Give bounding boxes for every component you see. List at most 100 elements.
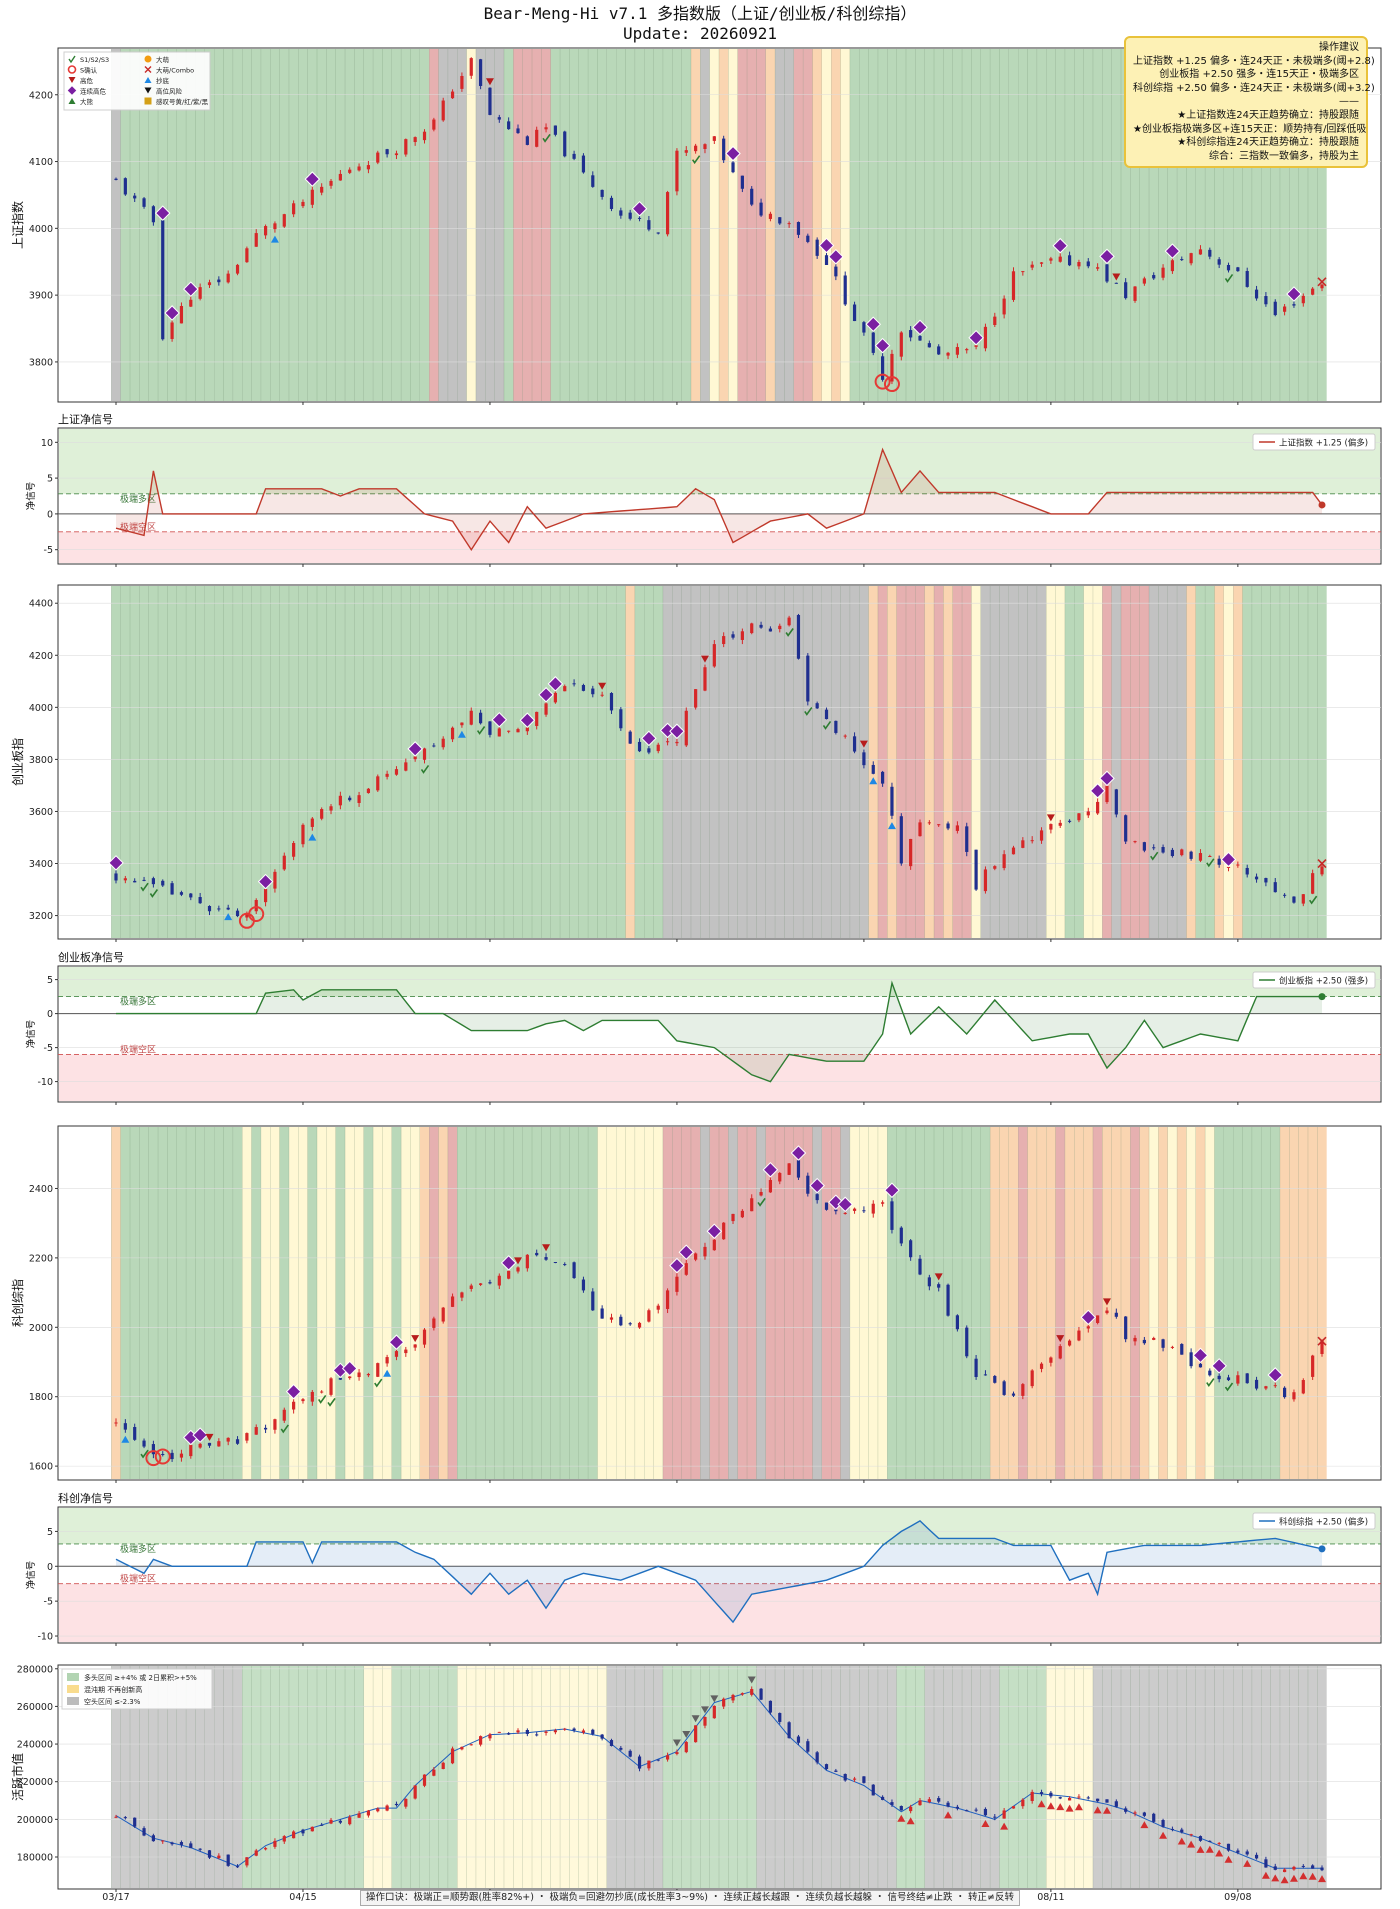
candle-body (806, 1741, 810, 1752)
candle-body (338, 173, 342, 181)
regime-band (1270, 1127, 1280, 1479)
regime-band (1083, 1666, 1093, 1888)
regime-band (784, 1127, 794, 1479)
regime-band (251, 586, 261, 938)
candle-body (834, 720, 838, 733)
candle-body (1030, 1791, 1034, 1802)
s-signal-check-marker (374, 1378, 383, 1388)
candle-body (647, 220, 651, 230)
regime-band (1205, 1666, 1215, 1888)
regime-band (719, 586, 729, 938)
candle-body (207, 906, 212, 912)
regime-band (990, 1666, 1000, 1888)
bear-warn-marker (1074, 1803, 1083, 1811)
candle-body (628, 1750, 632, 1757)
regime-band (1298, 49, 1308, 401)
bear-warn-marker (1187, 1840, 1196, 1848)
candle-body (282, 1409, 286, 1421)
bear-warn-marker (1177, 1837, 1186, 1845)
candle-body (740, 1693, 744, 1695)
candle-body (320, 1824, 324, 1826)
candle-body (170, 883, 174, 895)
regime-band (709, 1127, 719, 1479)
candle-body (235, 910, 240, 917)
regime-band (120, 49, 131, 401)
candle-body (722, 636, 726, 645)
candle-body (918, 1800, 922, 1806)
regime-band (1111, 1666, 1121, 1888)
candle-body (422, 748, 427, 760)
regime-band (578, 586, 589, 938)
candle-body (675, 1752, 679, 1755)
cont-high-diamond-marker (164, 305, 180, 321)
s-signal-check-marker (420, 764, 430, 774)
s-signal-check-marker (1206, 858, 1215, 868)
candle-body (507, 121, 511, 130)
legend-box (1252, 971, 1376, 989)
regime-band (1036, 1666, 1047, 1888)
bear-warn-marker (1000, 1822, 1009, 1830)
candle-body (983, 326, 988, 349)
candle-body (254, 1850, 258, 1856)
s-signal-check-marker (318, 1395, 327, 1404)
candle-body (133, 1427, 137, 1440)
candle-body (768, 1179, 773, 1193)
regime-band (849, 49, 860, 401)
candle-body (376, 1808, 380, 1812)
regime-band (307, 1666, 317, 1888)
regime-band (719, 1127, 729, 1479)
regime-band (466, 586, 476, 938)
bottom-marker (887, 822, 896, 830)
candle-body (712, 1239, 716, 1251)
s-signal-check-marker (140, 882, 149, 892)
regime-band (634, 1666, 645, 1888)
candle-body (637, 217, 642, 219)
candle-body (292, 842, 296, 857)
candle-body (207, 1442, 212, 1446)
regime-band (859, 49, 869, 401)
candle-body (694, 145, 698, 152)
regime-band (569, 586, 579, 938)
regime-legend-label: 空头区间 ≤-2.3% (84, 1697, 141, 1706)
regime-band (588, 1666, 598, 1888)
regime-band (1186, 1127, 1196, 1479)
candle-body (422, 1329, 427, 1345)
candle-body (497, 728, 501, 737)
regime-band (840, 1127, 850, 1479)
s-confirm-circle (874, 373, 891, 390)
regime-band (1008, 1666, 1019, 1888)
regime-band (793, 1666, 804, 1888)
regime-band (905, 1127, 916, 1479)
candle-body (572, 153, 576, 159)
regime-band (1046, 49, 1056, 401)
candle-body (366, 1374, 371, 1376)
candle-body (937, 1798, 941, 1802)
candle-body (1198, 853, 1203, 861)
candle-body (366, 165, 371, 170)
y-tick-label: 2000 (29, 1323, 53, 1334)
regime-band (391, 1666, 402, 1888)
candle-body (591, 175, 595, 187)
cont-high-diamond-marker (500, 1255, 517, 1271)
regime-band (1055, 586, 1065, 938)
regime-band (962, 1666, 972, 1888)
candle-body (572, 1262, 576, 1279)
regime-band (1149, 586, 1159, 938)
candle-body (525, 1730, 529, 1734)
x-tick-label: 04/15 (289, 1892, 316, 1903)
regime-band (1205, 49, 1215, 401)
regime-band (270, 586, 280, 938)
y-tick-label: 10 (41, 438, 53, 449)
s-signal-check-marker (327, 1397, 336, 1407)
candle-body (824, 1202, 829, 1210)
regime-band (513, 1127, 523, 1479)
candle-body (1180, 1829, 1184, 1833)
y-tick-label: 220000 (17, 1777, 53, 1788)
candle-body (516, 1730, 520, 1733)
candle-body (1105, 786, 1109, 803)
regime-band (943, 1666, 953, 1888)
candle-body (1096, 267, 1100, 269)
y-tick-label: -5 (44, 1597, 53, 1608)
candle-body (750, 1689, 754, 1695)
regime-band (952, 49, 963, 401)
